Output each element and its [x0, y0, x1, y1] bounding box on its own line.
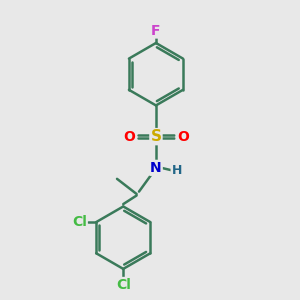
Text: N: N — [150, 161, 162, 175]
Text: O: O — [123, 130, 135, 144]
Text: Cl: Cl — [72, 215, 87, 229]
Text: F: F — [151, 23, 161, 38]
Text: Cl: Cl — [116, 278, 131, 292]
Text: H: H — [172, 164, 182, 177]
Text: S: S — [150, 129, 161, 144]
Text: O: O — [177, 130, 189, 144]
